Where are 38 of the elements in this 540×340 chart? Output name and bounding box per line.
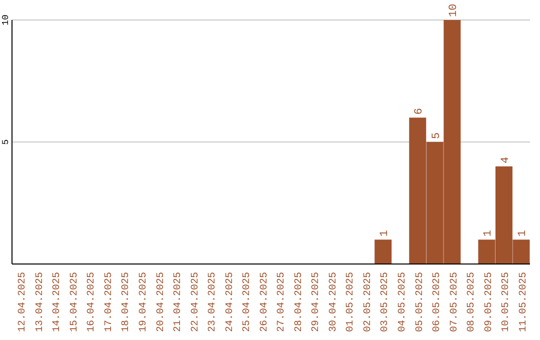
x-tick-label: 28.04.2025	[294, 272, 305, 332]
x-tick-label: 17.04.2025	[104, 272, 115, 332]
x-tick-label: 15.04.2025	[69, 272, 80, 332]
x-tick-label: 01.05.2025	[346, 272, 357, 332]
data-label: 1	[379, 230, 392, 237]
x-tick-label: 08.05.2025	[466, 272, 478, 332]
x-tick-label: 20.04.2025	[156, 272, 167, 332]
data-label: 1	[517, 230, 530, 237]
x-tick-label: 11.05.2025	[518, 272, 530, 332]
x-tick-label: 21.04.2025	[173, 272, 184, 332]
x-tick-label: 05.05.2025	[414, 272, 426, 332]
x-tick-label: 25.04.2025	[242, 272, 254, 332]
x-tick-label: 10.05.2025	[501, 272, 512, 332]
x-tick-label: 30.04.2025	[328, 272, 340, 332]
x-tick-label: 29.04.2025	[311, 272, 322, 332]
x-tick-label: 27.04.2025	[276, 272, 288, 332]
data-label: 6	[414, 108, 426, 115]
x-tick-label: 03.05.2025	[380, 272, 392, 332]
x-tick-label: 02.05.2025	[362, 272, 374, 332]
x-tick-label: 18.04.2025	[121, 272, 132, 332]
x-tick-label: 19.04.2025	[138, 272, 150, 332]
x-tick-label: 14.04.2025	[52, 272, 64, 332]
data-label: 10	[448, 4, 460, 17]
x-tick-label: 06.05.2025	[432, 272, 444, 332]
data-label: 4	[500, 156, 512, 164]
x-tick-label: 24.04.2025	[224, 272, 236, 332]
x-tick-label: 13.04.2025	[34, 272, 46, 332]
x-tick-label: 12.04.2025	[18, 272, 29, 332]
x-tick-label: 09.05.2025	[484, 272, 495, 332]
bar	[374, 240, 392, 264]
x-tick-label: 23.04.2025	[208, 272, 219, 332]
x-tick-label: 07.05.2025	[449, 272, 460, 332]
data-label: 5	[430, 132, 443, 139]
x-tick-label: 04.05.2025	[398, 272, 408, 332]
x-tick-label: 22.04.2025	[190, 272, 202, 332]
x-tick-label: 26.04.2025	[259, 272, 270, 332]
x-tick-label: 16.04.2025	[86, 272, 98, 332]
data-label: 1	[482, 230, 495, 237]
